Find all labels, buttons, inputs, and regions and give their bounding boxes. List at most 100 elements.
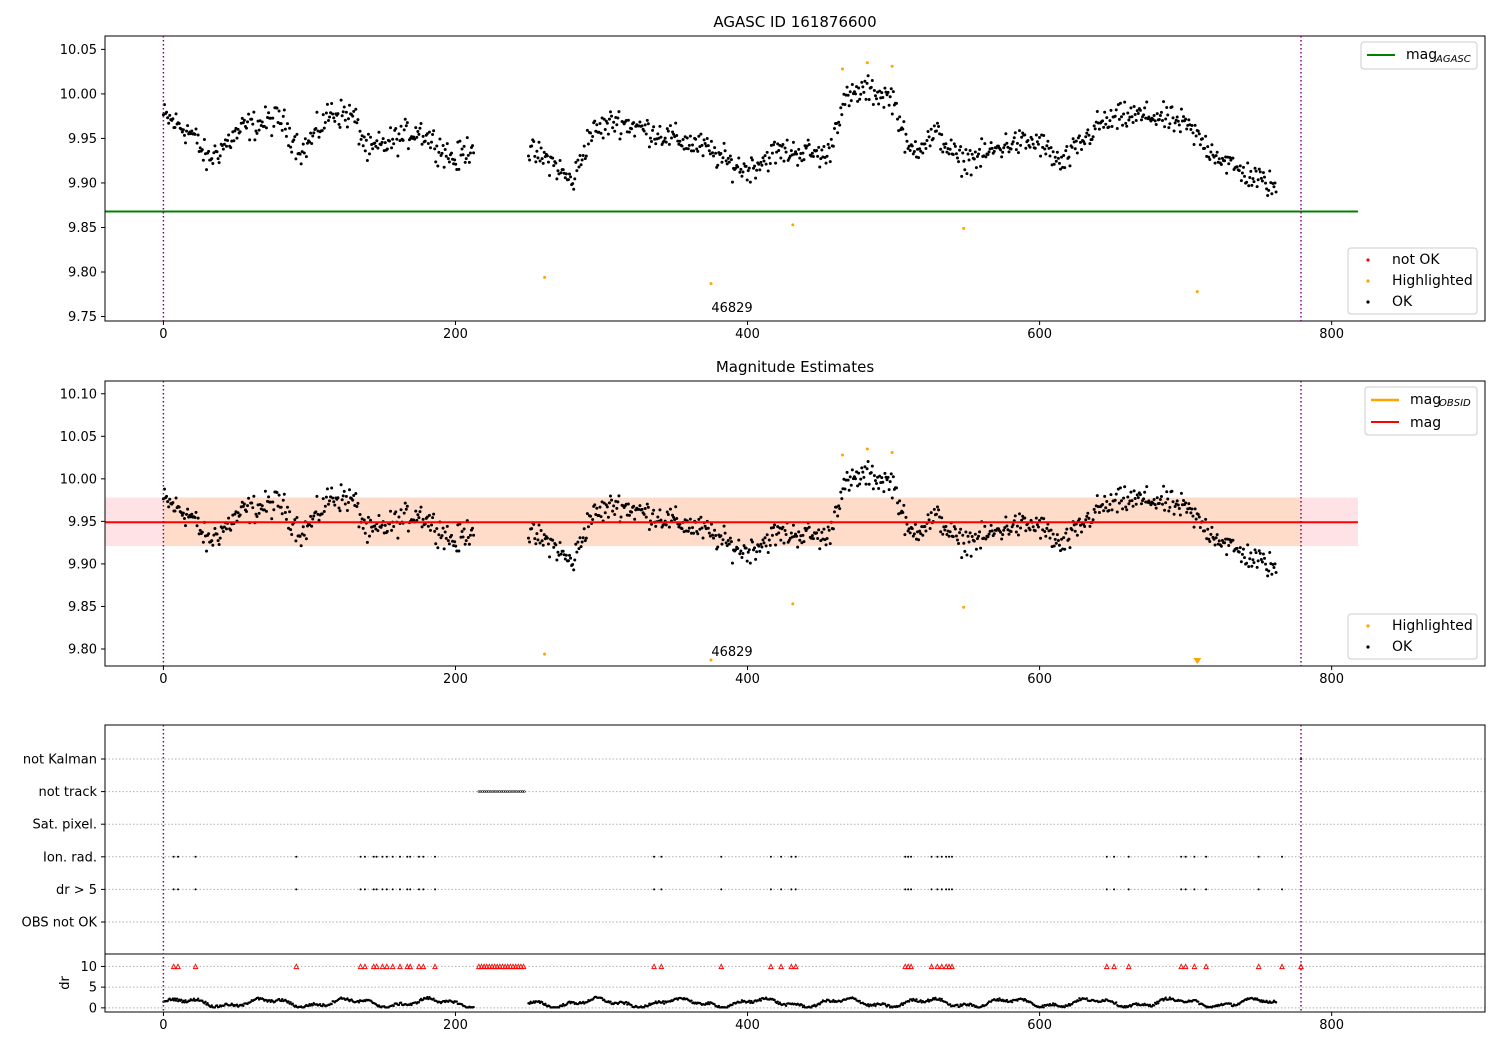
ok-point [395,137,399,141]
ok-point [1073,147,1077,151]
ok-point [207,149,211,153]
ok-point [822,145,826,149]
panel2-frame [104,380,1486,667]
ok-point [837,120,841,124]
ok-point [1101,503,1105,507]
dr-point [1154,1002,1158,1006]
flag-triangle [718,963,725,970]
ok-point [226,138,230,142]
ok-point [1250,564,1254,568]
ok-point [338,125,342,129]
ok-point [1185,127,1189,131]
ok-point [569,556,573,560]
legend-mag-agasc-sub: AGASC [1435,54,1471,65]
ok-point [288,510,292,514]
ok-point [554,161,558,165]
dr5-point [375,888,378,891]
ok-point [957,160,961,164]
ok-point [725,162,729,166]
ok-point [1143,106,1147,110]
ok-point [599,131,603,135]
ok-point [921,151,925,155]
ok-point [659,135,663,139]
ok-point [1203,146,1207,150]
ok-point [229,146,233,150]
ok-point [999,530,1003,534]
ok-point [1198,525,1202,529]
ok-point [309,131,313,135]
dr-points [162,963,1304,1009]
ok-point [1057,543,1061,547]
ok-point [903,150,907,154]
dr-point [867,1005,871,1008]
ion-rad-point [780,855,783,858]
ok-point [1166,113,1170,117]
ok-point [1104,122,1108,126]
ok-point [970,534,974,538]
ok-point [850,83,854,87]
dr-point [784,1004,788,1008]
ok-point [724,541,728,545]
ok-point [346,501,350,505]
dr-point [967,1004,971,1007]
ok-point [944,525,948,529]
ok-point [759,160,763,164]
ok-point [1019,143,1023,147]
ok-point [1149,503,1153,507]
ok-point [283,510,287,514]
ok-point [891,90,895,94]
ok-point [567,553,571,557]
ok-point [418,510,422,514]
ok-point [1185,510,1189,514]
ok-point [257,511,261,515]
ok-point [685,136,689,140]
ok-point [1243,556,1247,560]
ok-point [696,149,700,153]
ok-point [603,511,607,515]
highlighted-point [962,605,966,609]
dr-point [969,1002,973,1006]
ok-point [1105,500,1109,504]
ok-point [896,117,900,121]
ok-point [464,539,468,543]
flag-triangle [389,963,396,970]
panel1-line-legend: mag AGASC [1360,41,1478,70]
ok-point [663,136,667,140]
ok-point [193,132,197,136]
ok-point [289,528,293,532]
ok-point [632,121,636,125]
ok-point [650,522,654,526]
ok-point [365,158,369,162]
ok-point [363,149,367,153]
x-tick-label: 400 [735,327,760,342]
ok-point [435,144,439,148]
ok-point [324,495,328,499]
ok-point [210,157,214,161]
ion-rad-point [653,855,656,858]
ok-point [748,180,752,184]
flag-triangle [949,963,955,970]
ok-point [703,524,707,528]
ok-point [798,538,802,542]
ok-point [1013,131,1017,135]
ok-point [571,562,575,566]
ok-point [1010,142,1014,146]
ok-point [960,556,964,560]
ok-point [979,546,983,550]
dr-point [832,998,835,1002]
legend-highlighted: Highlighted [1392,273,1473,289]
dr-point [914,999,917,1003]
ok-point [1212,537,1216,541]
ok-point [442,547,446,551]
ok-point [767,156,771,160]
ok-point [380,523,384,527]
ok-point [559,171,563,175]
ok-point [173,509,177,513]
ok-point [894,486,898,490]
ok-point [1014,148,1018,152]
ok-point [260,504,264,508]
ok-point [947,534,951,538]
ok-point [934,512,938,516]
ok-point [403,501,407,505]
ok-point [887,488,891,492]
